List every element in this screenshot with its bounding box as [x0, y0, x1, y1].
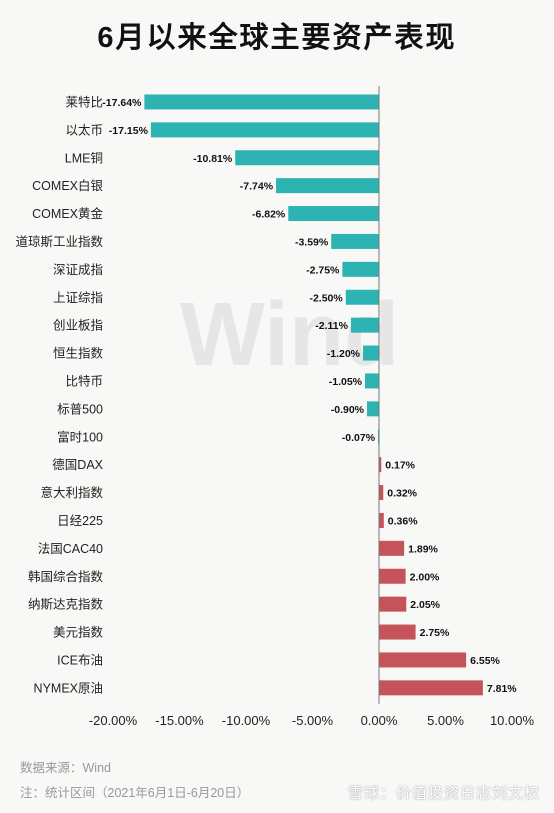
value-label: 0.36%: [388, 515, 418, 527]
category-label: 韩国综合指数: [28, 569, 104, 584]
x-tick-label: 5.00%: [427, 713, 464, 728]
category-label: 德国DAX: [52, 457, 103, 472]
category-label: 富时100: [57, 429, 103, 444]
value-label: 0.32%: [387, 488, 417, 500]
bar: [379, 680, 483, 696]
value-label: -3.59%: [295, 236, 329, 248]
value-label: 2.75%: [420, 627, 450, 639]
value-label: -17.64%: [102, 97, 142, 109]
category-label: 深证成指: [53, 262, 103, 277]
category-label: COMEX黄金: [32, 206, 103, 221]
xueqiu-watermark: 雪球：价值投资日志刘文权: [347, 785, 540, 802]
category-label: 日经225: [57, 514, 103, 528]
bar: [331, 233, 379, 249]
x-tick-label: 10.00%: [490, 713, 535, 728]
category-label: 美元指数: [53, 625, 104, 640]
bar: [345, 289, 379, 305]
x-tick-label: -5.00%: [292, 713, 334, 728]
value-label: -7.74%: [240, 181, 274, 193]
x-tick-label: -20.00%: [89, 713, 138, 728]
bar: [363, 345, 379, 361]
bar: [379, 652, 467, 668]
value-label: 6.55%: [470, 655, 500, 667]
bar: [235, 150, 379, 166]
bar: [379, 568, 406, 584]
category-label: LME铜: [65, 150, 103, 165]
bar: [379, 485, 384, 501]
bar: [379, 512, 384, 528]
value-label: 2.05%: [410, 599, 440, 611]
bar: [276, 178, 379, 194]
value-label: 1.89%: [408, 543, 438, 555]
bar: [288, 206, 379, 222]
category-label: 莱特比: [65, 94, 103, 109]
value-label: -2.50%: [309, 292, 343, 304]
value-label: -17.15%: [109, 125, 149, 137]
category-label: 法国CAC40: [38, 542, 103, 556]
period-note: 注：统计区间（2021年6月1日-6月20日）: [20, 786, 250, 800]
bar: [342, 261, 379, 277]
bar: [144, 94, 379, 110]
category-label: NYMEX原油: [34, 681, 103, 695]
category-label: 创业板指: [53, 318, 103, 333]
value-label: 2.00%: [410, 571, 440, 583]
value-label: -2.75%: [306, 264, 340, 276]
category-label: 以太币: [65, 122, 103, 137]
category-label: 上证综指: [53, 290, 103, 305]
bar: [379, 540, 405, 556]
category-label: 道琼斯工业指数: [15, 234, 103, 249]
bar: [350, 317, 379, 333]
category-label: 纳斯达克指数: [28, 597, 104, 612]
bar: [365, 373, 379, 389]
value-label: -0.07%: [342, 432, 376, 444]
value-label: -2.11%: [315, 320, 348, 332]
x-tick-label: -10.00%: [222, 713, 271, 728]
category-label: 比特币: [65, 373, 103, 388]
category-label: 意大利指数: [40, 485, 103, 500]
value-label: 7.81%: [487, 683, 517, 695]
category-label: 恒生指数: [53, 346, 104, 361]
source-note: 数据来源：Wind: [20, 761, 111, 775]
chart-title: 6月以来全球主要资产表现: [97, 22, 457, 54]
value-label: -1.20%: [327, 348, 361, 360]
value-label: -6.82%: [252, 209, 286, 221]
value-label: 0.17%: [385, 460, 415, 472]
bar: [367, 401, 379, 417]
bar: [150, 122, 379, 138]
category-label: 标普500: [57, 402, 103, 416]
category-label: COMEX白银: [32, 178, 103, 193]
x-tick-label: -15.00%: [155, 713, 204, 728]
category-label: ICE布油: [57, 653, 103, 667]
value-label: -10.81%: [193, 153, 233, 165]
bar: [379, 457, 382, 473]
bar: [379, 624, 416, 640]
value-label: -1.05%: [329, 376, 363, 388]
bar: [379, 596, 407, 612]
value-label: -0.90%: [331, 404, 365, 416]
x-tick-label: 0.00%: [361, 713, 398, 728]
